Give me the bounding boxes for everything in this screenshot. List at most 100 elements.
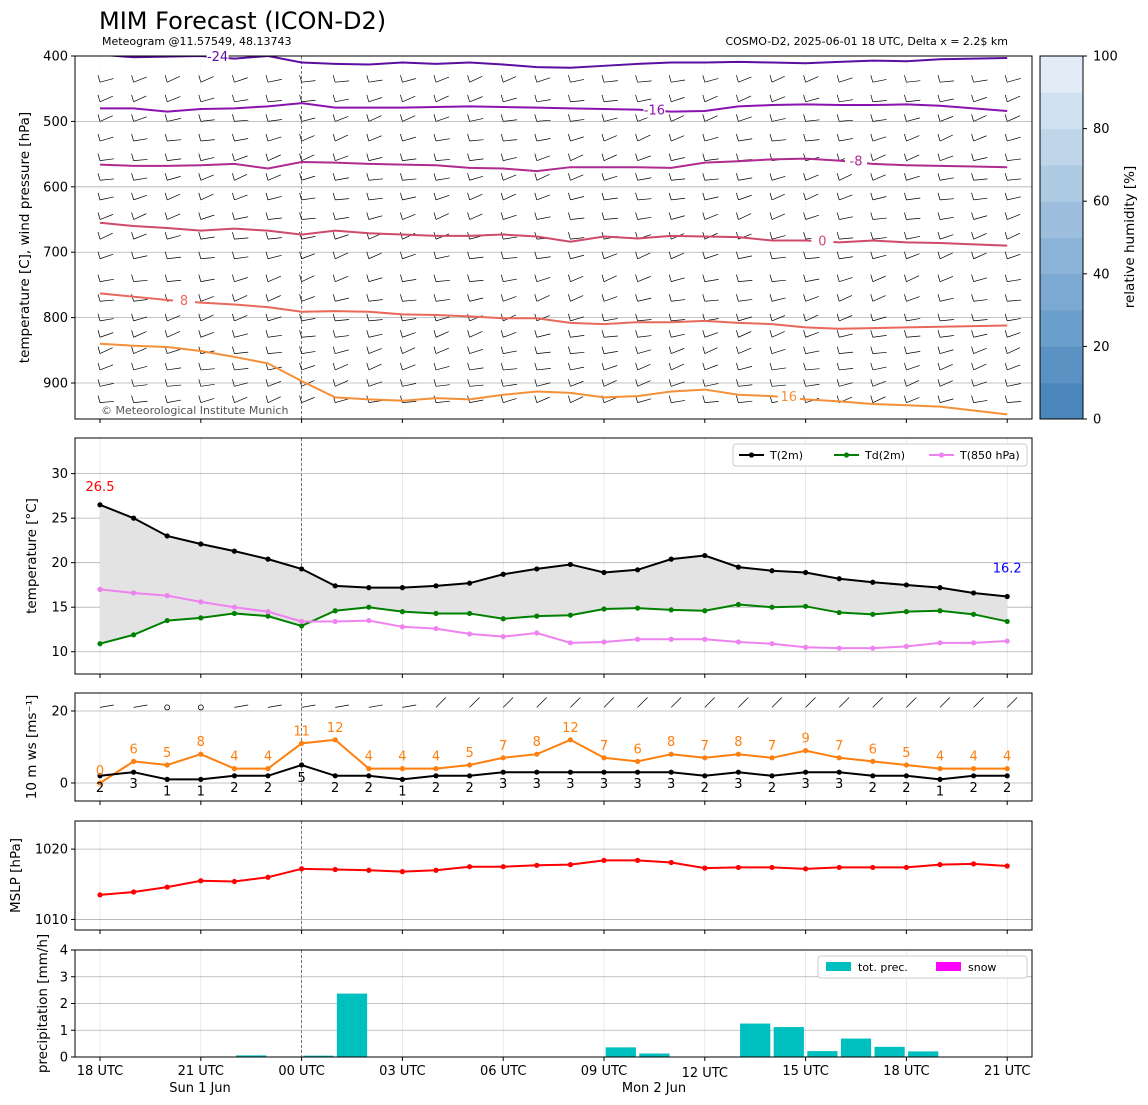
wind-barb-flag [400, 94, 403, 102]
wind-barb-flag [937, 251, 941, 259]
series-point [433, 773, 439, 779]
wind-barb-flag [164, 362, 168, 371]
wind-barb-flag [836, 133, 840, 142]
wind-barb [267, 316, 282, 322]
series-point [500, 633, 506, 640]
series-point [567, 561, 574, 568]
wind-barb-flag [500, 114, 504, 122]
wind-barb [469, 331, 483, 338]
wind-barb-flag [131, 294, 134, 302]
wind-barb-flag [131, 94, 134, 102]
series-point [198, 599, 204, 605]
wind-barb-flag [232, 212, 235, 220]
wind-barb-flag [332, 192, 336, 200]
wind-barb [402, 400, 417, 403]
wind-barb-flag [97, 362, 101, 371]
wind-barb [771, 697, 783, 708]
series-point [635, 636, 641, 642]
mean-wind-label: 1 [936, 784, 944, 799]
wind-barb-flag [198, 75, 202, 83]
wind-barb [805, 383, 820, 387]
wind-barb [973, 400, 988, 403]
wind-barb [637, 252, 651, 260]
isotherm-label: 16 [781, 390, 798, 405]
date-label: Sun 1 Jun [169, 1081, 231, 1096]
series-point [635, 857, 641, 863]
wind-barb-flag [836, 251, 840, 259]
series-point [668, 636, 674, 642]
wind-barb [469, 75, 483, 83]
series-point [433, 766, 439, 772]
wind-barb-flag [836, 114, 840, 122]
wind-barb [973, 252, 987, 260]
wind-barb [99, 95, 113, 103]
wind-barb [435, 299, 450, 302]
wind-barb [603, 154, 617, 161]
wind-barb [335, 217, 350, 220]
wind-barb [335, 80, 350, 83]
wind-barb-flag [635, 75, 638, 83]
wind-barb-flag [971, 114, 974, 122]
wind-barb-flag [198, 362, 202, 371]
wind-barb-flag [299, 114, 302, 122]
wind-barb-flag [937, 379, 941, 387]
mean-wind-label: 1 [398, 784, 406, 799]
wind-barb-flag [131, 395, 134, 403]
wind-barb-flag [971, 330, 974, 338]
wind-barb-flag [467, 173, 470, 181]
wind-barb-flag [870, 173, 874, 181]
wind-barb-flag [1004, 251, 1008, 259]
wind-barb [738, 316, 752, 322]
wind-barb-flag [668, 362, 672, 371]
wind-barb [536, 99, 551, 103]
wind-barb [335, 134, 349, 142]
wind-barb [906, 365, 920, 371]
wind-barb-flag [937, 212, 941, 220]
wind-barb [301, 197, 316, 201]
wind-barb-flag [1004, 173, 1008, 181]
wind-barb [973, 233, 987, 240]
x-tick-label: 18 UTC [883, 1064, 929, 1079]
series-point [534, 862, 540, 868]
wind-barb [133, 255, 148, 260]
wind-barb-flag [568, 379, 571, 387]
wind-barb [536, 119, 551, 122]
wind-barb-flag [1004, 395, 1008, 403]
wind-barb-flag [836, 313, 840, 321]
wind-barb-flag [400, 330, 403, 338]
wind-barb [1007, 158, 1022, 161]
wind-barb-flag [601, 153, 605, 161]
wind-barb [402, 704, 417, 708]
wind-barb-flag [400, 153, 403, 161]
wind-barb [200, 368, 215, 371]
wind-barb-flag [97, 274, 101, 282]
wind-barb-flag [803, 75, 806, 83]
wind-barb [502, 697, 514, 708]
series-point [164, 776, 170, 783]
series-point [836, 576, 842, 582]
wind-barb [570, 100, 585, 103]
wind-barb [603, 117, 618, 122]
wind-barb [872, 697, 883, 708]
series-point [870, 579, 876, 585]
wind-barb-flag [500, 212, 504, 220]
wind-barb [939, 252, 953, 260]
wind-barb-flag [131, 362, 134, 371]
series-point [971, 861, 977, 867]
wind-barb [335, 177, 350, 181]
wind-barb-flag [1004, 330, 1008, 338]
wind-barb-flag [870, 153, 874, 161]
wind-barb [973, 197, 988, 201]
series-point [265, 874, 271, 880]
wind-barb-flag [198, 192, 202, 200]
wind-barb [704, 364, 718, 371]
wind-barb [603, 197, 618, 201]
wind-barb [939, 198, 954, 201]
wind-barb-flag [568, 330, 571, 338]
wind-barb-flag [769, 192, 773, 200]
wind-barb [738, 279, 753, 282]
wind-barb [973, 97, 987, 103]
wind-barb [805, 174, 819, 181]
wind-barb [503, 296, 517, 302]
wind-barb [301, 318, 316, 322]
